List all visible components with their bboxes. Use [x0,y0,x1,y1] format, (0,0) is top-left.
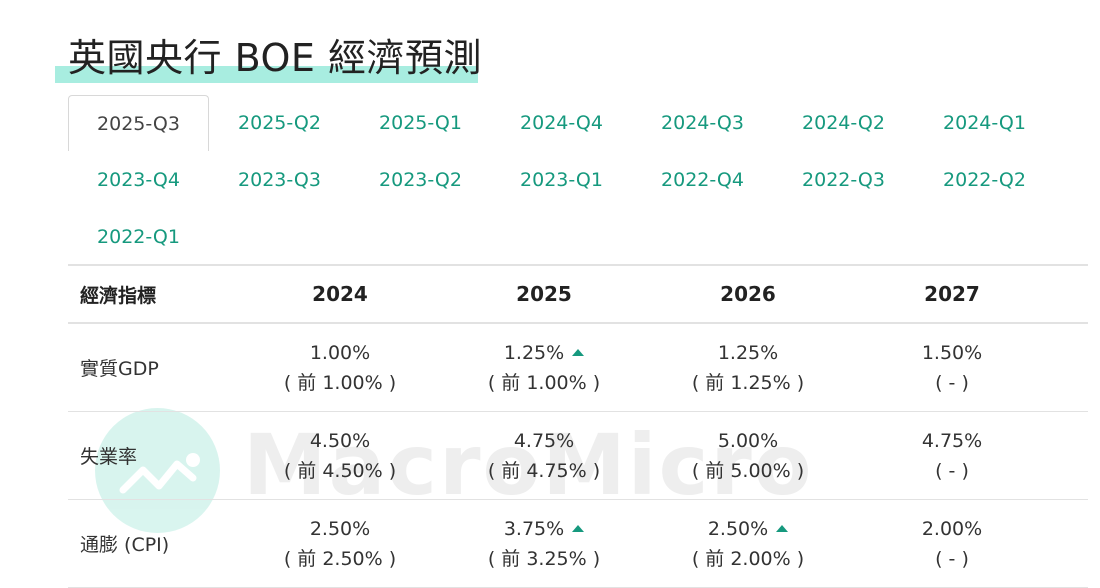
tab-2022-q2[interactable]: 2022-Q2 [943,169,1026,191]
forecast-cell: 1.25% ( 前 1.25% ) [646,324,850,411]
indicator-label: 實質GDP [80,358,159,380]
current-value-line: 2.00% [922,514,982,544]
previous-value: ( - ) [935,371,969,394]
current-value-line: 2.50% [707,514,789,544]
table-row: 實質GDP 1.00%( 前 1.00% ) 1.25%( 前 1.00% ) 1.2… [68,324,1088,412]
previous-value: ( 前 2.50% ) [283,547,397,570]
page-title: 英國央行 BOE 經濟預測 [68,36,482,80]
current-value: 2.50% [309,517,371,540]
previous-value: ( 前 2.00% ) [691,547,805,570]
tab-2025-q2[interactable]: 2025-Q2 [238,112,321,134]
current-value-line: 5.00% [718,426,778,456]
forecast-cell: 2.50% ( 前 2.00% ) [646,500,850,587]
previous-value: ( 前 1.25% ) [691,371,805,394]
tab-2023-q4[interactable]: 2023-Q4 [97,169,180,191]
forecast-cell: 4.50% ( 前 4.50% ) [238,412,442,499]
current-value: 5.00% [717,429,779,452]
forecast-cell: 4.75% ( - ) [850,412,1054,499]
current-value-line: 2.50% [310,514,370,544]
current-value-line: 3.75% [503,514,585,544]
current-value-line: 1.50% [922,338,982,368]
tab-2024-q1[interactable]: 2024-Q1 [943,112,1026,134]
forecast-cell: 5.00% ( 前 5.00% ) [646,412,850,499]
current-value: 4.75% [513,429,575,452]
current-value-line: 1.25% [718,338,778,368]
year-header: 2025 [516,282,572,306]
year-header: 2024 [312,282,368,306]
forecast-cell: 2.50% ( 前 2.50% ) [238,500,442,587]
page-title-container: 英國央行 BOE 經濟預測 [68,34,482,82]
forecast-cell: 1.25% ( 前 1.00% ) [442,324,646,411]
tab-2024-q2[interactable]: 2024-Q2 [802,112,885,134]
current-value: 2.50% [707,517,769,540]
tab-2022-q1[interactable]: 2022-Q1 [97,226,180,248]
forecast-cell: 4.75% ( 前 4.75% ) [442,412,646,499]
tab-2024-q3[interactable]: 2024-Q3 [661,112,744,134]
tab-2024-q4[interactable]: 2024-Q4 [520,112,603,134]
forecast-cell: 1.50% ( - ) [850,324,1054,411]
tab-2022-q4[interactable]: 2022-Q4 [661,169,744,191]
year-header: 2027 [924,282,980,306]
trend-up-icon [572,349,585,356]
current-value: 1.50% [921,341,983,364]
current-value-line: 4.75% [922,426,982,456]
previous-value: ( 前 1.00% ) [487,371,601,394]
previous-value: ( - ) [935,459,969,482]
table-row: 失業率 4.50% ( 前 4.50% ) 4.75% ( 前 4.75% ) 5.00%… [68,412,1088,500]
year-header: 2026 [720,282,776,306]
current-value: 4.75% [921,429,983,452]
previous-value: ( 前 4.50% ) [283,459,397,482]
indicator-label: 通膨 (CPI) [80,534,170,556]
forecast-cell: 2.00% ( - ) [850,500,1054,587]
previous-value: ( 前 5.00% ) [691,459,805,482]
forecast-cell: 1.00% ( 前 1.00% ) [238,324,442,411]
table-row: 通膨 (CPI) 2.50% ( 前 2.50% ) 3.75% ( 前 3.25% )… [68,500,1088,588]
table-header-row: 經濟指標 2024 2025 2026 2027 [68,264,1088,324]
indicator-label: 失業率 [80,446,138,468]
tab-2023-q2[interactable]: 2023-Q2 [379,169,462,191]
current-value: 1.00% [309,341,371,364]
current-value-line: 4.75% [514,426,574,456]
trend-up-icon [776,525,789,532]
tab-2025-q3[interactable]: 2025-Q3 [68,95,209,151]
forecast-cell: 3.75% ( 前 3.25% ) [442,500,646,587]
current-value-line: 1.25% [503,338,585,368]
current-value-line: 4.50% [310,426,370,456]
previous-value: ( - ) [935,547,969,570]
tab-2022-q3[interactable]: 2022-Q3 [802,169,885,191]
previous-value: ( 前 1.00% ) [283,371,397,394]
previous-value: ( 前 4.75% ) [487,459,601,482]
header-label: 經濟指標 [80,284,157,307]
current-value: 1.25% [717,341,779,364]
table-body: 實質GDP 1.00%( 前 1.00% ) 1.25%( 前 1.00% ) 1.2… [68,324,1088,588]
current-value: 2.00% [921,517,983,540]
title-highlight [55,66,478,83]
tab-2023-q3[interactable]: 2023-Q3 [238,169,321,191]
tab-2023-q1[interactable]: 2023-Q1 [520,169,603,191]
current-value: 3.75% [503,517,565,540]
current-value: 1.25% [503,341,565,364]
current-value: 4.50% [309,429,371,452]
trend-up-icon [572,525,585,532]
current-value-line: 1.00% [310,338,370,368]
tab-2025-q1[interactable]: 2025-Q1 [379,112,462,134]
forecast-table: 經濟指標 2024 2025 2026 2027 實質GDP 1.00% ( 前 1… [68,264,1088,588]
previous-value: ( 前 3.25% ) [487,547,601,570]
